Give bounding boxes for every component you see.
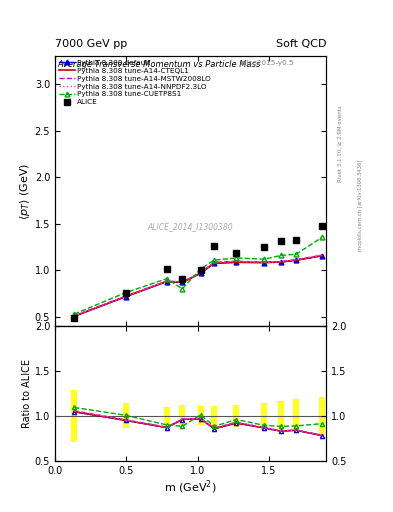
Legend: Pythia 8.308 default, Pythia 8.308 tune-A14-CTEQL1, Pythia 8.308 tune-A14-MSTW20: Pythia 8.308 default, Pythia 8.308 tune-… (57, 58, 213, 106)
Pythia 8.308 tune-A14-NNPDF2.3LO (123, 293, 128, 300)
ALICE (320, 223, 324, 229)
Pythia 8.308 default (294, 257, 299, 263)
Pythia 8.308 tune-A14-MSTW2008LO (320, 252, 324, 258)
Pythia 8.308 default (320, 253, 324, 259)
Pythia 8.308 tune-CUETP8S1 (164, 275, 169, 282)
Pythia 8.308 tune-A14-MSTW2008LO (294, 257, 299, 263)
Text: mcplots.cern.ch [arXiv:1306.3436]: mcplots.cern.ch [arXiv:1306.3436] (358, 159, 363, 250)
Pythia 8.308 tune-A14-CTEQL1 (123, 293, 128, 300)
Line: Pythia 8.308 default: Pythia 8.308 default (72, 253, 324, 318)
Pythia 8.308 tune-A14-MSTW2008LO (180, 279, 185, 285)
Pythia 8.308 tune-A14-NNPDF2.3LO (164, 278, 169, 284)
Text: Soft QCD: Soft QCD (276, 38, 326, 49)
Pythia 8.308 tune-A14-CTEQL1 (72, 313, 77, 319)
Pythia 8.308 default (164, 279, 169, 285)
Pythia 8.308 tune-A14-CTEQL1 (212, 260, 217, 266)
Pythia 8.308 tune-CUETP8S1 (212, 257, 217, 263)
Text: Rivet 3.1.10, ≥ 2.9M events: Rivet 3.1.10, ≥ 2.9M events (338, 105, 343, 182)
Pythia 8.308 tune-A14-NNPDF2.3LO (180, 279, 185, 285)
Pythia 8.308 default (212, 260, 217, 266)
Pythia 8.308 tune-A14-NNPDF2.3LO (262, 259, 266, 265)
Pythia 8.308 tune-CUETP8S1 (278, 252, 283, 259)
Pythia 8.308 default (123, 293, 128, 300)
ALICE (212, 243, 217, 249)
Pythia 8.308 tune-A14-NNPDF2.3LO (198, 270, 203, 276)
Pythia 8.308 tune-CUETP8S1 (123, 290, 128, 296)
ALICE (278, 238, 283, 244)
Pythia 8.308 tune-A14-CTEQL1 (320, 253, 324, 259)
Pythia 8.308 tune-A14-NNPDF2.3LO (72, 313, 77, 319)
Text: 7000 GeV pp: 7000 GeV pp (55, 38, 127, 49)
Pythia 8.308 tune-A14-NNPDF2.3LO (234, 258, 239, 264)
ALICE (180, 276, 185, 282)
X-axis label: m (GeV$^2$): m (GeV$^2$) (164, 478, 217, 496)
Pythia 8.308 tune-CUETP8S1 (320, 234, 324, 241)
ALICE (198, 267, 203, 273)
Text: ALICE_2014_I1300380: ALICE_2014_I1300380 (148, 222, 233, 231)
Pythia 8.308 tune-CUETP8S1 (198, 266, 203, 272)
Line: Pythia 8.308 tune-A14-MSTW2008LO: Pythia 8.308 tune-A14-MSTW2008LO (74, 255, 322, 316)
ALICE (164, 266, 169, 272)
Y-axis label: $\langle p_T \rangle$ (GeV): $\langle p_T \rangle$ (GeV) (18, 162, 32, 220)
Pythia 8.308 tune-CUETP8S1 (294, 251, 299, 257)
ALICE (262, 244, 266, 250)
Pythia 8.308 tune-A14-MSTW2008LO (278, 259, 283, 265)
Pythia 8.308 tune-A14-MSTW2008LO (212, 259, 217, 265)
Pythia 8.308 tune-CUETP8S1 (72, 311, 77, 317)
ALICE (123, 290, 128, 296)
Y-axis label: Ratio to ALICE: Ratio to ALICE (22, 359, 32, 428)
Pythia 8.308 tune-A14-CTEQL1 (164, 279, 169, 285)
Pythia 8.308 default (278, 259, 283, 265)
Pythia 8.308 tune-A14-CTEQL1 (278, 259, 283, 265)
ALICE (72, 315, 77, 322)
Pythia 8.308 tune-A14-CTEQL1 (180, 280, 185, 286)
Pythia 8.308 tune-CUETP8S1 (180, 286, 185, 292)
Pythia 8.308 tune-A14-MSTW2008LO (262, 259, 266, 265)
Line: ALICE: ALICE (71, 222, 325, 322)
Line: Pythia 8.308 tune-A14-NNPDF2.3LO: Pythia 8.308 tune-A14-NNPDF2.3LO (74, 255, 322, 316)
Line: Pythia 8.308 tune-A14-CTEQL1: Pythia 8.308 tune-A14-CTEQL1 (74, 256, 322, 316)
Pythia 8.308 tune-A14-MSTW2008LO (164, 278, 169, 284)
Pythia 8.308 tune-A14-CTEQL1 (262, 260, 266, 266)
Pythia 8.308 default (72, 313, 77, 319)
Pythia 8.308 tune-A14-MSTW2008LO (198, 270, 203, 276)
Line: Pythia 8.308 tune-CUETP8S1: Pythia 8.308 tune-CUETP8S1 (72, 235, 324, 316)
Pythia 8.308 tune-CUETP8S1 (234, 255, 239, 261)
Pythia 8.308 tune-CUETP8S1 (262, 256, 266, 262)
Text: Average Transverse Momentum vs Particle Mass: Average Transverse Momentum vs Particle … (58, 60, 261, 69)
Text: alice2015-y0.5: alice2015-y0.5 (241, 60, 294, 67)
Pythia 8.308 default (262, 260, 266, 266)
ALICE (294, 238, 299, 244)
Pythia 8.308 default (234, 259, 239, 265)
Pythia 8.308 tune-A14-MSTW2008LO (234, 258, 239, 264)
Pythia 8.308 default (180, 280, 185, 286)
Pythia 8.308 tune-A14-NNPDF2.3LO (278, 259, 283, 265)
Pythia 8.308 tune-A14-CTEQL1 (294, 257, 299, 263)
Pythia 8.308 tune-A14-NNPDF2.3LO (212, 259, 217, 265)
Pythia 8.308 default (198, 270, 203, 276)
ALICE (234, 250, 239, 257)
Pythia 8.308 tune-A14-CTEQL1 (234, 259, 239, 265)
Pythia 8.308 tune-A14-NNPDF2.3LO (320, 252, 324, 258)
Pythia 8.308 tune-A14-MSTW2008LO (72, 313, 77, 319)
Pythia 8.308 tune-A14-CTEQL1 (198, 270, 203, 276)
Pythia 8.308 tune-A14-NNPDF2.3LO (294, 257, 299, 263)
Pythia 8.308 tune-A14-MSTW2008LO (123, 293, 128, 300)
